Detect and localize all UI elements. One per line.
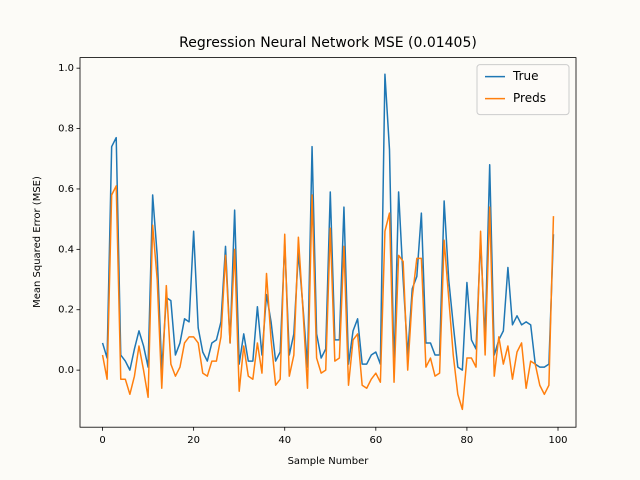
x-tick-label: 60 (369, 435, 382, 446)
y-tick-label: 1.0 (58, 63, 74, 74)
legend-label: True (512, 69, 539, 83)
x-tick-label: 80 (461, 435, 474, 446)
legend-label: Preds (513, 91, 546, 105)
y-tick-label: 0.0 (58, 365, 74, 376)
y-tick-label: 0.6 (58, 184, 74, 195)
x-axis-label: Sample Number (288, 456, 370, 467)
x-tick-label: 100 (548, 435, 567, 446)
y-tick-label: 0.8 (58, 124, 74, 135)
chart-title: Regression Neural Network MSE (0.01405) (179, 35, 477, 51)
y-tick-label: 0.4 (58, 244, 74, 255)
x-tick-label: 20 (187, 435, 200, 446)
axes-frame (79, 57, 577, 428)
series-line (101, 185, 555, 411)
y-axis-label: Mean Squared Error (MSE) (32, 176, 43, 308)
x-tick-label: 0 (99, 435, 105, 446)
y-tick-label: 0.2 (58, 305, 74, 316)
x-tick-label: 40 (278, 435, 291, 446)
